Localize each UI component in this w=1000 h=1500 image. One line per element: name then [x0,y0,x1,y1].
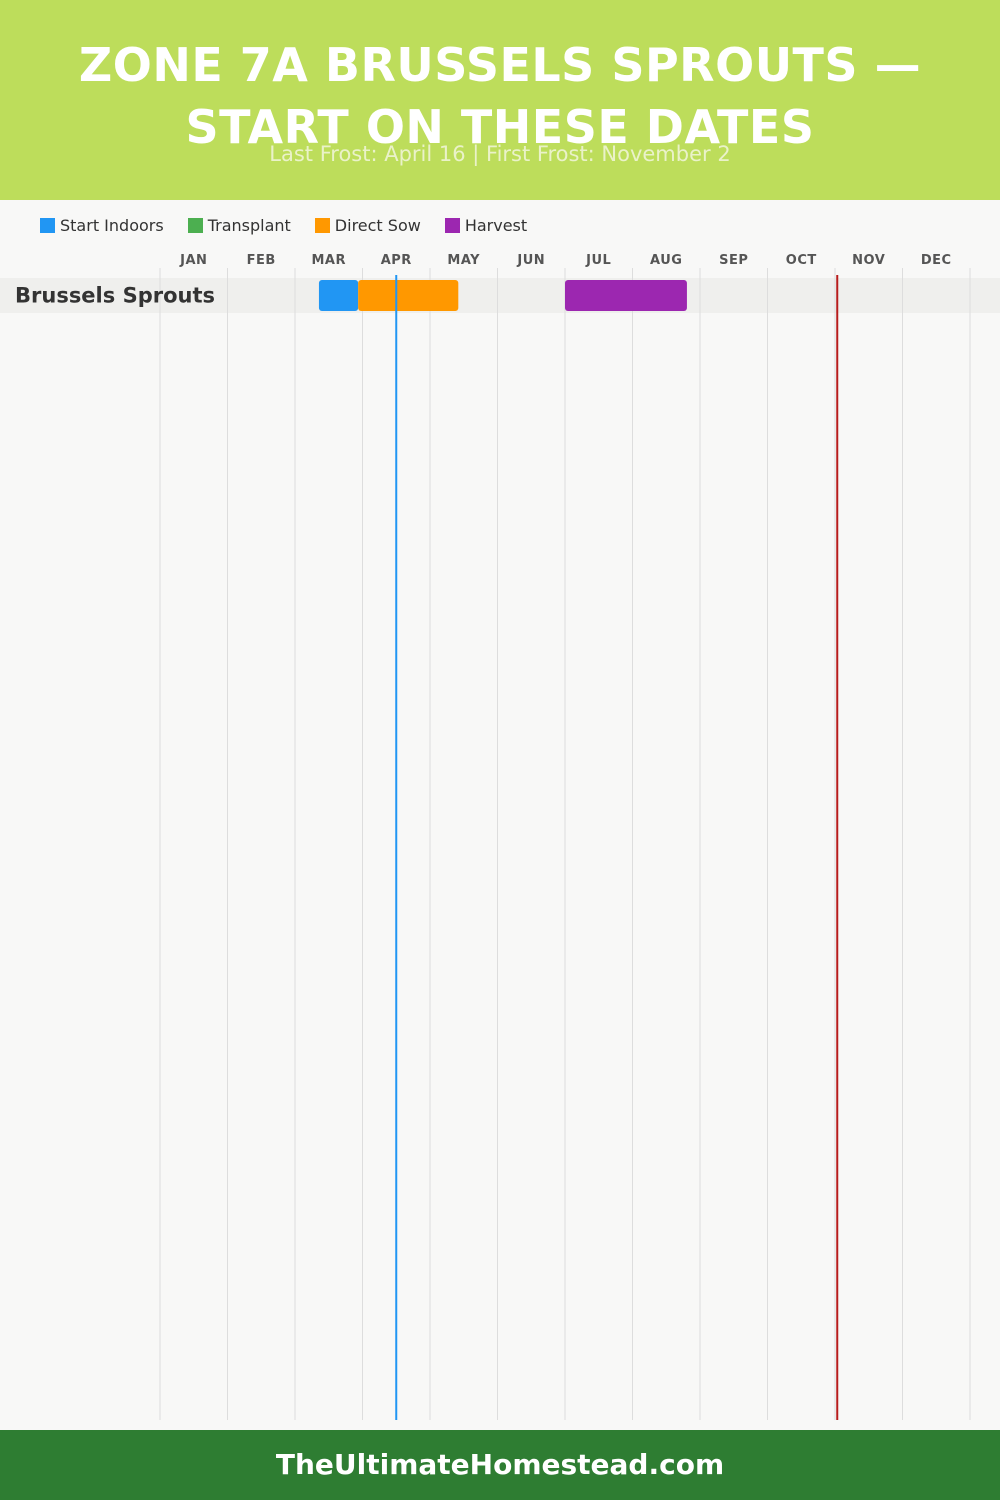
crop-label: Brussels Sprouts [15,284,215,308]
title-line-2: START ON THESE DATES [185,100,815,154]
title-line-1: ZONE 7A BRUSSELS SPROUTS — [78,38,922,92]
month-label-sep: SEP [719,253,748,268]
row-background [0,278,1000,313]
legend-label-harvest: Harvest [464,215,528,235]
legend-swatch-direct-sow [314,217,330,233]
month-label-dec: DEC [921,253,952,268]
chart-legend: Start Indoors Transplant Direct Sow Harvest [40,214,551,236]
month-label-apr: APR [381,253,412,268]
legend-swatch-harvest [444,217,460,233]
legend-item-transplant: Transplant [187,215,291,235]
page-title: ZONE 7A BRUSSELS SPROUTS — START ON THES… [0,34,1000,158]
legend-item-direct-sow: Direct Sow [314,215,421,235]
month-label-jan: JAN [179,253,207,268]
legend-label-direct-sow: Direct Sow [334,215,421,235]
month-label-aug: AUG [650,253,682,268]
month-label-jun: JUN [516,253,545,268]
footer-banner: TheUltimateHomestead.com [0,1430,1000,1500]
legend-label-transplant: Transplant [207,215,291,235]
header-banner: ZONE 7A BRUSSELS SPROUTS — START ON THES… [0,0,1000,200]
legend-swatch-transplant [187,217,203,233]
month-label-jul: JUL [585,253,611,268]
month-label-mar: MAR [311,253,346,268]
month-label-may: MAY [447,253,480,268]
month-label-feb: FEB [247,253,276,268]
bar-harvest [565,280,687,311]
bar-direct-sow [358,280,459,311]
site-name[interactable]: TheUltimateHomestead.com [275,1448,725,1481]
legend-item-harvest: Harvest [444,215,528,235]
legend-label-start-indoors: Start Indoors [60,215,164,235]
bar-start-indoors [318,280,359,311]
month-label-nov: NOV [852,253,885,268]
legend-item-start-indoors: Start Indoors [40,216,164,235]
frost-dates-subtitle: Last Frost: April 16 | First Frost: Nove… [269,142,731,166]
legend-swatch-start-indoors [40,217,55,233]
month-label-oct: OCT [786,253,817,268]
